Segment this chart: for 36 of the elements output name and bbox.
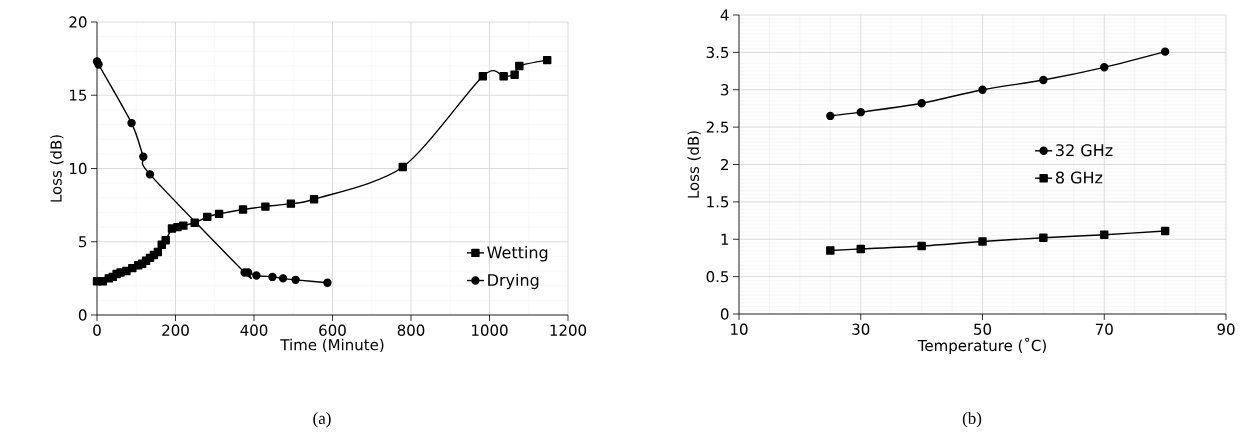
y-tick-label: 20 — [69, 16, 87, 28]
y-tick-label: 4 — [720, 9, 729, 21]
x-axis-title: Temperature (˚C) — [917, 337, 1046, 355]
y-axis-title: Loss (dB) — [50, 135, 64, 202]
x-tick-label: 600 — [319, 324, 346, 336]
x-tick-label: 30 — [852, 323, 870, 335]
text: (a) — [313, 412, 331, 428]
x-tick-label: 800 — [397, 324, 425, 336]
x-tick-label: 1200 — [550, 324, 587, 336]
text: (b) — [962, 412, 982, 428]
x-tick-label: 400 — [240, 324, 268, 336]
y-tick-label: 3 — [721, 84, 729, 96]
legend-label: 32 GHz — [1056, 144, 1113, 157]
legend-label: Wetting — [487, 246, 548, 262]
y-tick-label: 1.5 — [707, 196, 729, 208]
y-tick-label: 0.5 — [706, 270, 729, 283]
legend-label: 8 GHz — [1055, 171, 1103, 184]
y-tick-label: 2.5 — [706, 121, 729, 133]
y-tick-label: 3.5 — [706, 46, 729, 59]
x-axis-title: Time (Minute) — [280, 338, 384, 353]
y-tick-label: 5 — [79, 236, 87, 248]
y-tick-label: 0 — [78, 309, 87, 321]
y-tick-label: 0 — [720, 308, 729, 320]
y-axis-title: Loss (dB) — [687, 131, 701, 198]
y-tick-label: 2 — [721, 158, 728, 171]
legend-label: Drying — [488, 273, 539, 290]
x-tick-label: 10 — [731, 323, 748, 335]
x-tick-label: 1000 — [472, 324, 508, 336]
y-tick-label: 10 — [70, 162, 87, 175]
y-tick-label: 15 — [70, 89, 87, 101]
x-tick-label: 90 — [1217, 323, 1235, 335]
x-tick-label: 200 — [162, 324, 189, 336]
x-tick-label: 70 — [1095, 323, 1113, 335]
x-tick-label: 50 — [974, 323, 992, 335]
x-tick-label: 0 — [93, 324, 101, 336]
y-tick-label: 1 — [721, 233, 729, 245]
